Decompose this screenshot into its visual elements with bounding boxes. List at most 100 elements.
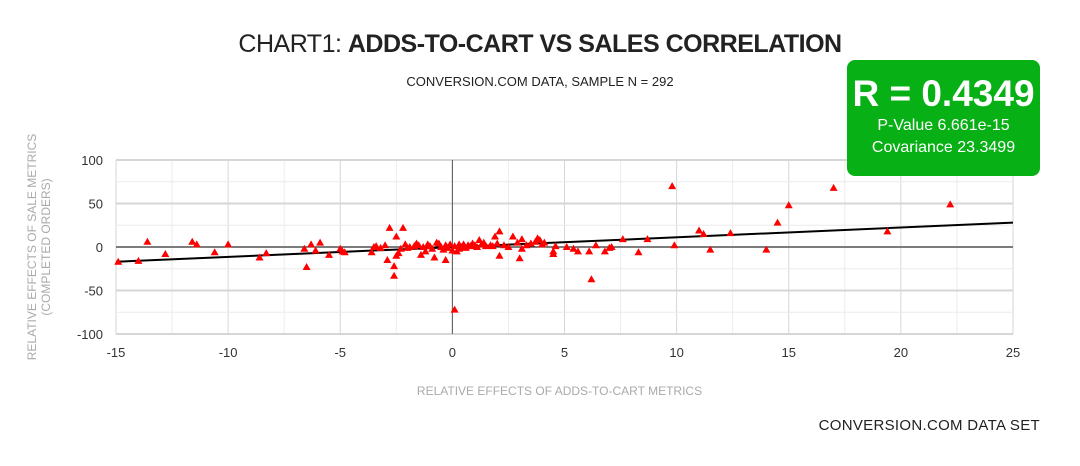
data-point (307, 240, 316, 248)
data-point (262, 249, 271, 257)
y-axis-title: RELATIVE EFFECTS OF SALE METRICS (25, 134, 39, 360)
data-point (504, 243, 513, 250)
data-point (428, 244, 437, 252)
x-tick-label: 0 (449, 345, 456, 360)
x-tick-label: 15 (782, 345, 796, 360)
data-point (784, 201, 793, 209)
data-point (430, 253, 439, 261)
data-point (706, 245, 715, 253)
y-tick-label: 100 (81, 153, 103, 168)
data-point (488, 242, 497, 250)
y-tick-label: -50 (84, 284, 103, 299)
data-point (591, 241, 600, 249)
data-point (316, 238, 325, 246)
data-point (421, 247, 430, 255)
data-point (587, 275, 596, 283)
data-point (607, 243, 616, 250)
r-value: R = 0.4349 (852, 73, 1035, 114)
data-point (634, 248, 643, 256)
data-point (569, 244, 578, 252)
title-main: ADDS-TO-CART VS SALES CORRELATION (347, 30, 842, 58)
data-point (473, 243, 482, 250)
data-point (946, 200, 955, 208)
x-tick-label: -15 (107, 345, 126, 360)
data-point (210, 248, 219, 256)
data-point (517, 244, 526, 252)
p-value: P-Value 6.661e-15 (877, 117, 1010, 134)
data-point (513, 238, 522, 246)
data-point (255, 253, 264, 261)
x-tick-label: 20 (894, 345, 908, 360)
data-point (367, 248, 376, 256)
data-point (726, 229, 735, 237)
data-point (441, 256, 450, 264)
data-point (508, 232, 517, 240)
x-tick-label: 25 (1006, 345, 1020, 360)
data-point (372, 242, 381, 250)
data-point (416, 250, 425, 258)
x-tick-label: 5 (561, 345, 568, 360)
data-point (600, 247, 609, 255)
data-point (161, 249, 170, 257)
data-point (495, 227, 504, 235)
data-point (668, 182, 677, 190)
data-point (376, 243, 385, 251)
data-point (325, 250, 334, 258)
data-point (495, 251, 504, 259)
data-point (188, 237, 197, 245)
data-point (383, 256, 392, 264)
y-tick-label: 50 (89, 197, 103, 212)
stats-box: R = 0.4349 P-Value 6.661e-15 Covariance … (847, 60, 1040, 176)
data-point (670, 241, 679, 249)
covariance: Covariance 23.3499 (871, 139, 1016, 156)
data-point (302, 263, 311, 271)
data-point (340, 248, 349, 256)
data-point (695, 226, 704, 234)
x-tick-label: -5 (334, 345, 346, 360)
data-point (773, 218, 782, 226)
data-point (549, 249, 558, 257)
data-point (390, 262, 399, 270)
data-point (699, 229, 708, 237)
data-point (392, 232, 401, 240)
data-point (499, 241, 508, 249)
data-point (224, 240, 233, 248)
data-point (399, 223, 408, 231)
footer-label: CONVERSION.COM DATA SET (818, 417, 1040, 434)
data-point (585, 247, 594, 255)
data-point (134, 256, 143, 264)
data-point (450, 305, 459, 313)
data-point (446, 240, 455, 248)
data-point (394, 249, 403, 257)
data-point (883, 227, 892, 235)
chart-subtitle: CONVERSION.COM DATA, SAMPLE N = 292 (406, 74, 674, 89)
data-point (540, 238, 549, 246)
x-tick-label: -10 (219, 345, 238, 360)
data-point (311, 246, 320, 254)
data-point (551, 242, 560, 250)
data-point (490, 232, 499, 240)
data-point (390, 271, 399, 279)
data-point (829, 183, 838, 191)
data-point (414, 241, 423, 249)
x-tick-label: 10 (669, 345, 683, 360)
data-point (114, 257, 123, 265)
x-axis-title: RELATIVE EFFECTS OF ADDS-TO-CART METRICS (417, 384, 702, 398)
data-point (562, 243, 571, 250)
data-point (396, 244, 405, 252)
data-point (493, 239, 502, 247)
data-point (381, 241, 390, 249)
data-point (762, 245, 771, 253)
y-axis-title-sub: (COMPLETED ORDERS) (39, 178, 53, 315)
data-point (143, 237, 152, 245)
title-prefix: CHART1: (238, 30, 348, 58)
data-point (515, 254, 524, 262)
data-point (618, 235, 627, 243)
y-tick-label: 0 (96, 240, 103, 255)
data-point (192, 240, 201, 248)
data-point (300, 244, 309, 252)
data-point (517, 235, 526, 243)
y-tick-label: -100 (77, 327, 103, 342)
data-point (643, 235, 652, 243)
